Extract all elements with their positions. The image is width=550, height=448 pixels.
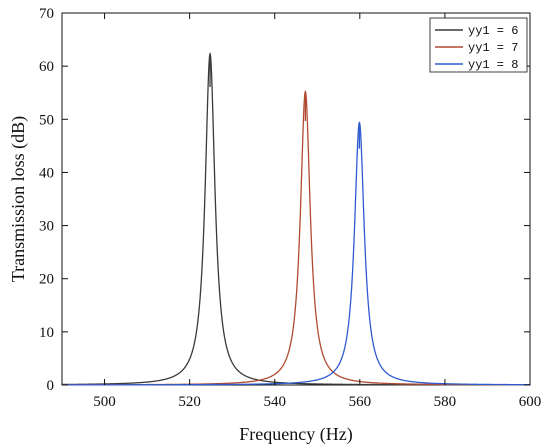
y-tick-label: 10 xyxy=(39,325,54,341)
y-tick-label: 0 xyxy=(47,378,55,394)
y-tick-label: 60 xyxy=(39,59,54,75)
legend-entry: yy1 = 6 xyxy=(468,24,518,38)
legend-box xyxy=(429,17,528,73)
legend: yy1 = 6 yy1 = 7 yy1 = 8 xyxy=(429,17,528,73)
y-tick-label: 50 xyxy=(39,112,54,128)
y-tick-label: 70 xyxy=(39,6,54,22)
legend-entry: yy1 = 8 xyxy=(468,58,518,72)
x-tick-label: 560 xyxy=(349,394,372,410)
series-line xyxy=(61,51,530,386)
plot-frame xyxy=(61,12,531,386)
series-layer xyxy=(61,51,530,386)
legend-entry: yy1 = 7 xyxy=(468,41,518,55)
x-axis-ticks: 500 520 540 560 580 600 xyxy=(93,13,541,410)
y-axis-label: Transmission loss (dB) xyxy=(8,116,29,282)
x-tick-label: 540 xyxy=(263,394,286,410)
y-tick-label: 20 xyxy=(39,272,54,288)
y-tick-label: 40 xyxy=(39,165,54,181)
x-tick-label: 520 xyxy=(178,394,201,410)
series-line xyxy=(62,89,530,386)
x-tick-label: 580 xyxy=(434,394,457,410)
x-axis-label: Frequency (Hz) xyxy=(239,424,352,445)
x-tick-label: 600 xyxy=(519,394,542,410)
y-tick-label: 30 xyxy=(39,219,54,235)
x-tick-label: 500 xyxy=(93,394,116,410)
series-line xyxy=(62,121,530,386)
